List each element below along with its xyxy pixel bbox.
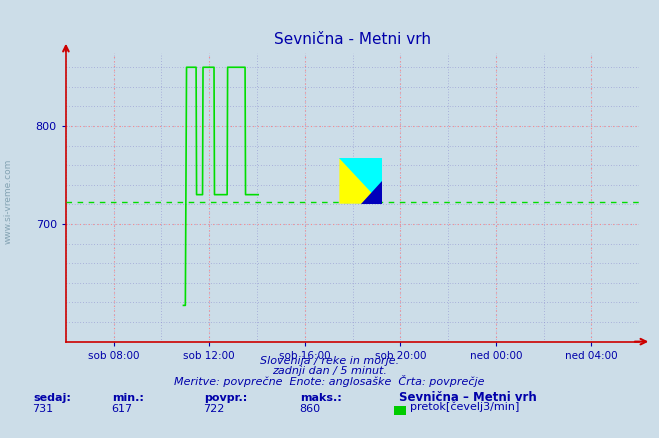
FancyBboxPatch shape [394,406,406,415]
Text: 722: 722 [204,404,225,414]
Polygon shape [339,158,382,204]
Text: min.:: min.: [112,393,144,403]
Text: 731: 731 [32,404,53,414]
Text: zadnji dan / 5 minut.: zadnji dan / 5 minut. [272,367,387,376]
Text: www.si-vreme.com: www.si-vreme.com [4,159,13,244]
Text: maks.:: maks.: [300,393,341,403]
Polygon shape [339,158,382,204]
Text: Meritve: povprečne  Enote: anglosaške  Črta: povprečje: Meritve: povprečne Enote: anglosaške Črt… [174,375,485,388]
Text: sedaj:: sedaj: [33,393,71,403]
Text: Slovenija / reke in morje.: Slovenija / reke in morje. [260,357,399,366]
Title: Sevnična - Metni vrh: Sevnična - Metni vrh [274,32,431,47]
Polygon shape [361,181,382,204]
Text: 860: 860 [299,404,320,414]
Text: povpr.:: povpr.: [204,393,248,403]
Text: Sevnična – Metni vrh: Sevnična – Metni vrh [399,391,536,404]
Text: 617: 617 [111,404,132,414]
Text: pretok[čevelj3/min]: pretok[čevelj3/min] [410,402,519,413]
